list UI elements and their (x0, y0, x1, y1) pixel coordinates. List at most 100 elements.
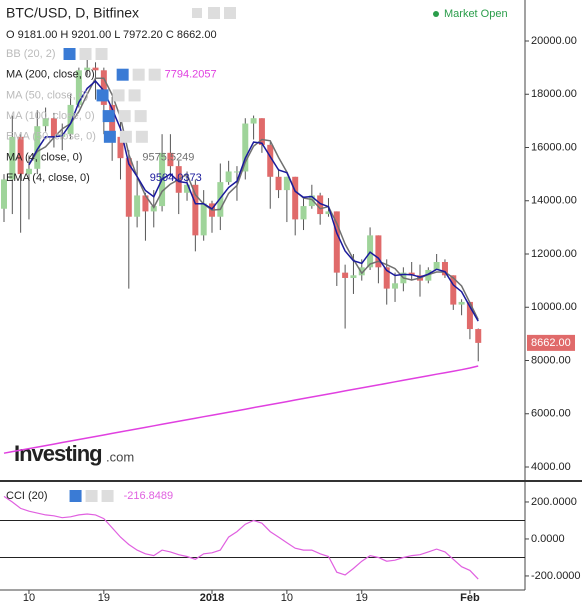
candle-body (92, 67, 99, 71)
y-tick-label: 16000.00 (531, 141, 577, 153)
candle-body (325, 211, 332, 215)
x-tick-label: 10 (281, 592, 293, 604)
y-tick-label: 8000.00 (531, 354, 571, 366)
candle-body (242, 123, 249, 172)
candle-body (433, 261, 440, 270)
icon[interactable] (102, 110, 115, 123)
candle-body (117, 136, 124, 159)
candle-body (84, 67, 91, 71)
candle-body (375, 235, 382, 268)
icon[interactable] (96, 89, 109, 102)
icon[interactable] (132, 68, 145, 81)
y-tick-label: 20000.00 (531, 35, 577, 47)
candle-body (217, 182, 224, 217)
icon[interactable] (192, 8, 202, 18)
icon[interactable] (116, 68, 129, 81)
indicator-line (28, 77, 479, 320)
cci-line (3, 495, 479, 580)
candle-body (358, 267, 365, 276)
y-tick-label: 6000.00 (531, 408, 571, 420)
watermark: Investing (14, 441, 102, 466)
icon[interactable] (85, 490, 98, 502)
candle-body (200, 203, 207, 236)
legend-inactive: MA (50, close, 0) (6, 89, 89, 101)
icon[interactable] (128, 89, 141, 102)
icon[interactable] (119, 130, 132, 143)
candle-body (267, 144, 274, 177)
candle-body (233, 171, 240, 173)
icon[interactable] (69, 490, 82, 502)
y-tick-label: 10000.00 (531, 301, 577, 313)
candle-body (192, 184, 199, 236)
cci-tick-label: 200.0000 (531, 496, 577, 508)
legend-value: 7794.2057 (165, 69, 217, 81)
candle-body (142, 195, 149, 212)
price-tag (527, 334, 575, 351)
candle-body (184, 184, 191, 193)
candle-body (317, 195, 324, 215)
icon[interactable] (95, 48, 108, 60)
candle-body (100, 70, 107, 105)
candle-body (42, 118, 49, 127)
icon[interactable] (135, 130, 148, 143)
candle-body (167, 152, 174, 167)
y-tick-label: 14000.00 (531, 195, 577, 207)
cci-tick-label: 0.0000 (531, 533, 565, 545)
candle-body (34, 126, 41, 169)
chart-title: BTC/USD, D, Bitfinex (6, 5, 139, 21)
legend-entry: MA (4, close, 0) (6, 151, 82, 163)
candle-body (25, 168, 32, 175)
candle-body (350, 275, 357, 278)
candle-body (292, 176, 299, 220)
y-tick-label: 18000.00 (531, 88, 577, 100)
icon[interactable] (148, 68, 161, 81)
candle-body (67, 104, 74, 135)
candle-body (308, 195, 315, 207)
y-tick-label: 12000.00 (531, 248, 577, 260)
indicator-line (3, 365, 479, 454)
candle-body (250, 118, 257, 124)
candle-body (17, 136, 24, 175)
icon[interactable] (79, 48, 92, 60)
icon[interactable] (112, 89, 125, 102)
candle-body (225, 171, 232, 183)
candle-body (383, 267, 390, 289)
candle-body (342, 272, 349, 278)
legend-entry: MA (200, close, 0) (6, 69, 95, 81)
icon[interactable] (103, 130, 116, 143)
legend-inactive: MA (100, close, 0) (6, 110, 95, 122)
icon[interactable] (118, 110, 131, 123)
candle-body (475, 329, 482, 343)
icon[interactable] (101, 490, 114, 502)
candle-body (275, 176, 282, 191)
candle-body (150, 206, 157, 212)
cci-tick-label: -200.0000 (531, 570, 581, 582)
candle-body (441, 261, 448, 276)
icon[interactable] (134, 110, 147, 123)
candle-body (258, 118, 265, 145)
legend-entry: EMA (4, close, 0) (6, 172, 90, 184)
candle-body (134, 195, 141, 217)
legend-value: 9575.5249 (142, 151, 194, 163)
legend-inactive: BB (20, 2) (6, 48, 56, 60)
x-tick-label: 10 (23, 592, 35, 604)
candle-body (283, 176, 290, 191)
candle-body (300, 206, 307, 220)
x-tick-label: 2018 (200, 592, 224, 604)
icon[interactable] (63, 48, 76, 60)
price-tag-label: 8662.00 (531, 337, 571, 349)
y-tick-label: 4000.00 (531, 461, 571, 473)
market-status: Market Open (444, 8, 508, 20)
legend-inactive: EMA (50, close, 0) (6, 131, 96, 143)
x-tick-label: 19 (356, 592, 368, 604)
watermark-suffix: .com (106, 449, 134, 464)
icon[interactable] (224, 7, 236, 19)
legend-value: 9504.0373 (150, 172, 202, 184)
candle-body (466, 301, 473, 330)
candle-body (333, 211, 340, 273)
candle-body (50, 118, 57, 137)
icon[interactable] (208, 7, 220, 19)
candle-body (125, 158, 132, 217)
candle-body (9, 136, 16, 180)
